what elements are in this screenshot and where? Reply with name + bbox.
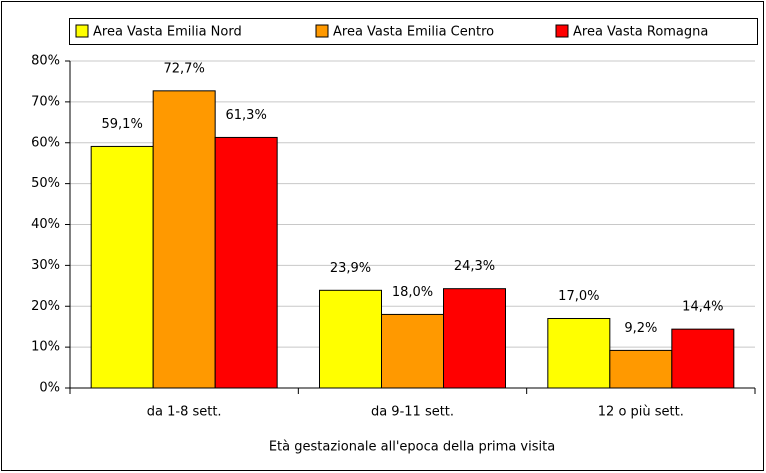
- legend-swatch: [555, 24, 569, 38]
- legend-label: Area Vasta Emilia Centro: [333, 25, 494, 40]
- bar: [214, 136, 278, 389]
- y-tick-label: 0%: [39, 381, 60, 396]
- value-label: 14,4%: [682, 300, 723, 315]
- y-tick-label: 20%: [31, 299, 60, 314]
- value-label: 24,3%: [454, 259, 495, 274]
- x-tick-label: da 9-11 sett.: [371, 405, 454, 420]
- y-tick-label: 80%: [31, 54, 60, 69]
- legend-label: Area Vasta Emilia Nord: [93, 25, 242, 40]
- bar: [609, 349, 673, 389]
- y-tick-label: 40%: [31, 217, 60, 232]
- y-tick-label: 60%: [31, 135, 60, 150]
- legend-swatch: [315, 24, 329, 38]
- value-label: 72,7%: [164, 61, 205, 76]
- bar: [381, 313, 444, 389]
- bar: [671, 328, 735, 389]
- value-label: 18,0%: [392, 285, 433, 300]
- x-axis-title: Età gestazionale all'epoca della prima v…: [269, 440, 555, 455]
- bar: [319, 289, 382, 389]
- value-label: 23,9%: [330, 261, 371, 276]
- bar: [547, 318, 611, 389]
- bar: [152, 90, 216, 389]
- value-label: 17,0%: [558, 289, 599, 304]
- x-tick-label: 12 o più sett.: [598, 405, 684, 420]
- value-label: 59,1%: [102, 117, 143, 132]
- legend-label: Area Vasta Romagna: [573, 25, 708, 40]
- legend-box: [69, 18, 758, 45]
- y-tick-label: 10%: [31, 340, 60, 355]
- value-label: 9,2%: [624, 321, 657, 336]
- bar: [443, 288, 506, 389]
- value-label: 61,3%: [226, 108, 267, 123]
- x-tick-label: da 1-8 sett.: [147, 405, 222, 420]
- y-tick-label: 30%: [31, 258, 60, 273]
- y-tick-label: 70%: [31, 94, 60, 109]
- legend-swatch: [75, 24, 89, 38]
- y-tick-label: 50%: [31, 176, 60, 191]
- bar: [90, 145, 154, 389]
